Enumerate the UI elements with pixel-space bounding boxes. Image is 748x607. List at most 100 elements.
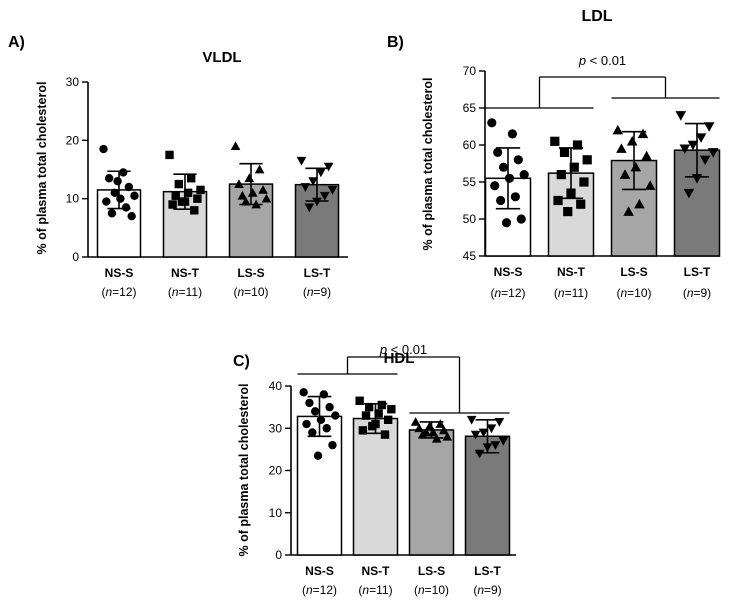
data-point — [619, 169, 631, 179]
bar-ns-t — [352, 417, 399, 556]
significance-bracket: p < 0.01 — [297, 342, 510, 414]
data-point — [171, 191, 180, 200]
data-point — [421, 427, 432, 437]
data-point — [380, 430, 390, 439]
data-point — [127, 211, 136, 221]
y-tick-label: 70 — [463, 64, 477, 78]
data-point — [703, 122, 715, 132]
data-point — [435, 419, 446, 428]
data-point — [612, 124, 624, 135]
data-point — [516, 214, 526, 224]
data-point — [683, 188, 695, 199]
bar-ls-t — [464, 435, 511, 556]
data-point — [383, 415, 393, 424]
chart-panel-vldl: A) VLDL % of plasma total cholesterol 0 10 20… — [8, 34, 348, 299]
data-point — [113, 176, 122, 186]
data-point — [569, 162, 579, 172]
y-tick-label: 50 — [463, 212, 477, 226]
data-point — [438, 425, 449, 435]
data-point — [177, 197, 187, 206]
y-tick-label: 60 — [463, 138, 477, 152]
data-point — [186, 174, 196, 183]
data-point — [299, 388, 308, 397]
y-tick-label: 40 — [269, 379, 283, 393]
data-point — [361, 411, 371, 420]
data-point — [410, 417, 421, 426]
data-point — [637, 128, 649, 139]
data-point — [510, 192, 520, 202]
category-label: NS-T — [557, 265, 586, 279]
data-point — [364, 402, 374, 412]
data-point — [695, 133, 707, 143]
data-point — [623, 206, 634, 216]
data-point — [644, 180, 656, 190]
data-point — [478, 428, 489, 438]
n-label: (n=11) — [358, 583, 392, 597]
data-point — [687, 140, 699, 151]
data-point — [358, 426, 368, 435]
panel-label: C) — [233, 353, 250, 370]
data-point — [442, 431, 453, 441]
data-point — [237, 190, 248, 200]
y-tick-label: 10 — [66, 192, 80, 206]
y-tick-label: 45 — [463, 249, 477, 263]
data-point — [107, 209, 117, 218]
data-point — [304, 203, 315, 213]
n-label: (n=9) — [303, 285, 331, 299]
data-point — [102, 197, 111, 206]
data-point — [319, 191, 330, 201]
data-point — [254, 164, 265, 174]
data-point — [124, 182, 134, 192]
data-point — [130, 191, 139, 200]
y-axis-label: % of plasma total cholesterol — [237, 384, 251, 557]
data-point — [579, 177, 589, 187]
data-point — [165, 150, 174, 160]
data-point — [498, 162, 509, 172]
data-point — [556, 170, 566, 180]
data-point — [490, 181, 500, 191]
data-point — [466, 415, 477, 425]
chart-panel-ldl: B) LDL % of plasma total cholesterol 45 50 55… — [387, 8, 721, 300]
data-point — [486, 424, 497, 434]
data-point — [496, 195, 506, 206]
category-label: NS-S — [494, 265, 523, 279]
data-point — [99, 144, 108, 154]
data-point — [550, 136, 560, 146]
y-tick-label: 20 — [269, 464, 283, 478]
n-label: (n=10) — [233, 285, 268, 299]
data-point — [616, 143, 627, 153]
n-label: (n=12) — [101, 285, 136, 299]
y-axis-label: % of plasma total cholesterol — [421, 78, 435, 251]
y-tick-label: 0 — [72, 250, 79, 264]
data-point — [308, 428, 317, 437]
y-tick-label: 20 — [66, 133, 80, 147]
n-label: (n=11) — [554, 286, 588, 300]
data-point — [196, 185, 205, 195]
data-point — [258, 185, 268, 194]
data-point — [302, 419, 311, 429]
data-point — [501, 218, 512, 228]
data-point — [312, 197, 322, 207]
data-point — [244, 173, 255, 183]
data-point — [707, 148, 719, 158]
data-point — [168, 200, 177, 209]
y-tick-label: 30 — [66, 75, 80, 89]
data-point — [316, 415, 326, 424]
data-point — [325, 402, 334, 412]
data-point — [328, 440, 337, 450]
data-point — [582, 155, 592, 165]
y-axis-label: % of plasma total cholesterol — [35, 82, 49, 255]
data-point — [319, 390, 329, 399]
data-point — [377, 400, 387, 410]
data-point — [322, 424, 331, 433]
n-label: (n=11) — [168, 285, 202, 299]
data-point — [641, 150, 652, 161]
n-label: (n=10) — [414, 583, 449, 597]
category-label: LS-S — [237, 266, 264, 280]
data-point — [104, 174, 114, 183]
category-label: LS-T — [474, 564, 501, 578]
significance-bracket: p < 0.01 — [485, 53, 720, 109]
data-point — [387, 405, 396, 414]
panel-label: A) — [8, 34, 25, 51]
n-label: (n=9) — [683, 286, 711, 300]
